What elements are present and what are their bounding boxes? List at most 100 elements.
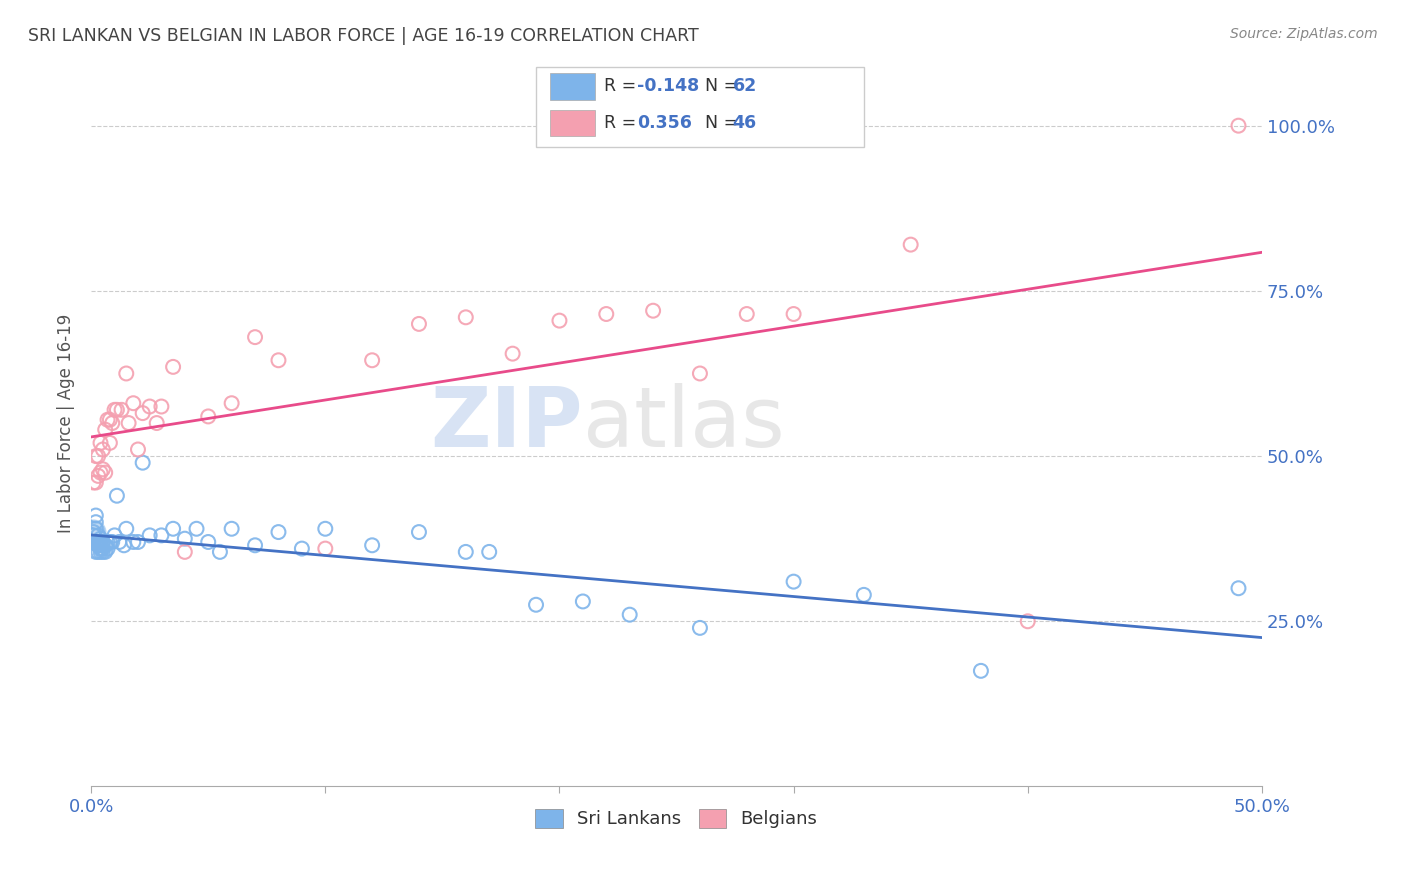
Y-axis label: In Labor Force | Age 16-19: In Labor Force | Age 16-19 [58, 313, 75, 533]
Point [110, 402, 132, 417]
Point [105, 402, 128, 417]
Point [122, 396, 145, 410]
Point [91, 535, 114, 549]
FancyBboxPatch shape [550, 110, 595, 136]
Point [478, 545, 501, 559]
Point [87, 538, 110, 552]
Point [89, 545, 111, 559]
FancyBboxPatch shape [550, 73, 595, 100]
Point [145, 416, 167, 430]
Point [162, 522, 184, 536]
Point [267, 353, 290, 368]
Point [82, 524, 104, 539]
Point [87, 528, 110, 542]
Point [84, 449, 107, 463]
Point [87, 449, 110, 463]
Point [94, 545, 117, 559]
Point [735, 307, 758, 321]
Point [314, 522, 336, 536]
Point [186, 522, 208, 536]
Point [150, 400, 173, 414]
Point [689, 621, 711, 635]
Point [87, 535, 110, 549]
Point [103, 402, 125, 417]
Point [89, 538, 111, 552]
Point [82, 475, 104, 490]
Point [84, 522, 107, 536]
Point [243, 330, 266, 344]
Point [689, 367, 711, 381]
Text: 0.356: 0.356 [637, 114, 692, 132]
Text: N =: N = [695, 78, 744, 95]
Point [548, 313, 571, 327]
Point [103, 528, 125, 542]
Text: R =: R = [605, 78, 641, 95]
Point [900, 237, 922, 252]
Point [782, 574, 804, 589]
Point [408, 524, 430, 539]
Point [138, 400, 160, 414]
Point [150, 528, 173, 542]
Point [84, 508, 107, 523]
Point [131, 406, 153, 420]
Point [291, 541, 314, 556]
Point [454, 310, 477, 325]
Point [84, 515, 107, 529]
Point [221, 396, 243, 410]
FancyBboxPatch shape [536, 67, 863, 147]
Point [91, 462, 114, 476]
Point [115, 522, 138, 536]
Point [82, 528, 104, 542]
Point [89, 532, 111, 546]
Point [82, 535, 104, 549]
Point [138, 528, 160, 542]
Point [87, 545, 110, 559]
Text: atlas: atlas [583, 383, 785, 464]
Text: 62: 62 [733, 78, 756, 95]
Point [94, 466, 117, 480]
Point [361, 353, 384, 368]
Point [98, 435, 121, 450]
Point [89, 535, 111, 549]
Point [94, 423, 117, 437]
Point [208, 545, 231, 559]
Point [173, 532, 195, 546]
Point [127, 442, 149, 457]
Point [84, 475, 107, 490]
Point [98, 413, 121, 427]
Point [361, 538, 384, 552]
Text: N =: N = [695, 114, 744, 132]
Point [408, 317, 430, 331]
Text: 46: 46 [733, 114, 756, 132]
Point [314, 541, 336, 556]
Point [98, 535, 121, 549]
Point [619, 607, 641, 622]
Text: ZIP: ZIP [430, 383, 583, 464]
Point [643, 303, 665, 318]
Point [82, 524, 104, 539]
Point [94, 538, 117, 552]
Point [595, 307, 617, 321]
Point [1227, 119, 1250, 133]
Point [243, 538, 266, 552]
Point [115, 367, 138, 381]
Point [1227, 581, 1250, 595]
Point [105, 489, 128, 503]
Point [96, 535, 118, 549]
Point [572, 594, 595, 608]
Point [89, 541, 111, 556]
Point [502, 346, 524, 360]
Point [112, 538, 135, 552]
Point [84, 545, 107, 559]
Point [197, 409, 219, 424]
Point [87, 469, 110, 483]
Point [84, 535, 107, 549]
Point [197, 535, 219, 549]
Point [454, 545, 477, 559]
Point [173, 545, 195, 559]
Point [89, 435, 111, 450]
Point [89, 466, 111, 480]
Point [782, 307, 804, 321]
Point [91, 442, 114, 457]
Point [91, 545, 114, 559]
